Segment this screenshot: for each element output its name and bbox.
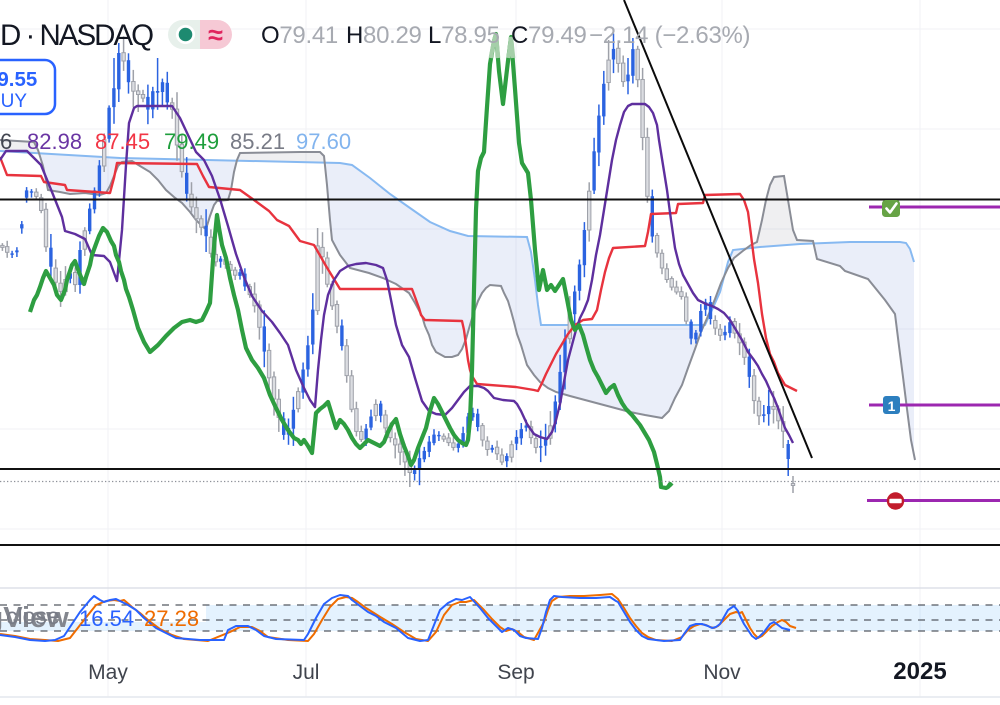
- svg-text:close: close: [6, 603, 60, 629]
- svg-text:87.45: 87.45: [95, 129, 150, 154]
- svg-text:2025: 2025: [893, 658, 946, 685]
- svg-text:97.60: 97.60: [296, 129, 351, 154]
- svg-text:−2.14 (−2.63%): −2.14 (−2.63%): [589, 22, 750, 49]
- svg-text:O79.41: O79.41: [261, 22, 338, 49]
- svg-text:May: May: [88, 661, 128, 684]
- svg-text:16.54: 16.54: [79, 606, 134, 631]
- svg-text:Nov: Nov: [703, 661, 741, 684]
- svg-text:Sep: Sep: [497, 661, 534, 684]
- svg-text:27.28: 27.28: [144, 606, 199, 631]
- svg-text:H80.29: H80.29: [346, 22, 422, 49]
- svg-text:BUY: BUY: [0, 91, 27, 112]
- svg-text:79.55: 79.55: [0, 68, 37, 91]
- svg-text:85.21: 85.21: [230, 129, 285, 154]
- svg-text:Jul: Jul: [293, 661, 320, 684]
- svg-text:L78.95: L78.95: [428, 22, 500, 49]
- svg-text:D · NASDAQ: D · NASDAQ: [0, 19, 153, 52]
- svg-text:≈: ≈: [208, 20, 223, 50]
- svg-text:C79.49: C79.49: [511, 22, 587, 49]
- svg-text:82.98: 82.98: [27, 129, 82, 154]
- svg-text:dingView: dingView: [0, 602, 69, 634]
- svg-text:6: 6: [0, 129, 12, 154]
- svg-text:1: 1: [888, 398, 896, 414]
- svg-text:79.49: 79.49: [164, 129, 219, 154]
